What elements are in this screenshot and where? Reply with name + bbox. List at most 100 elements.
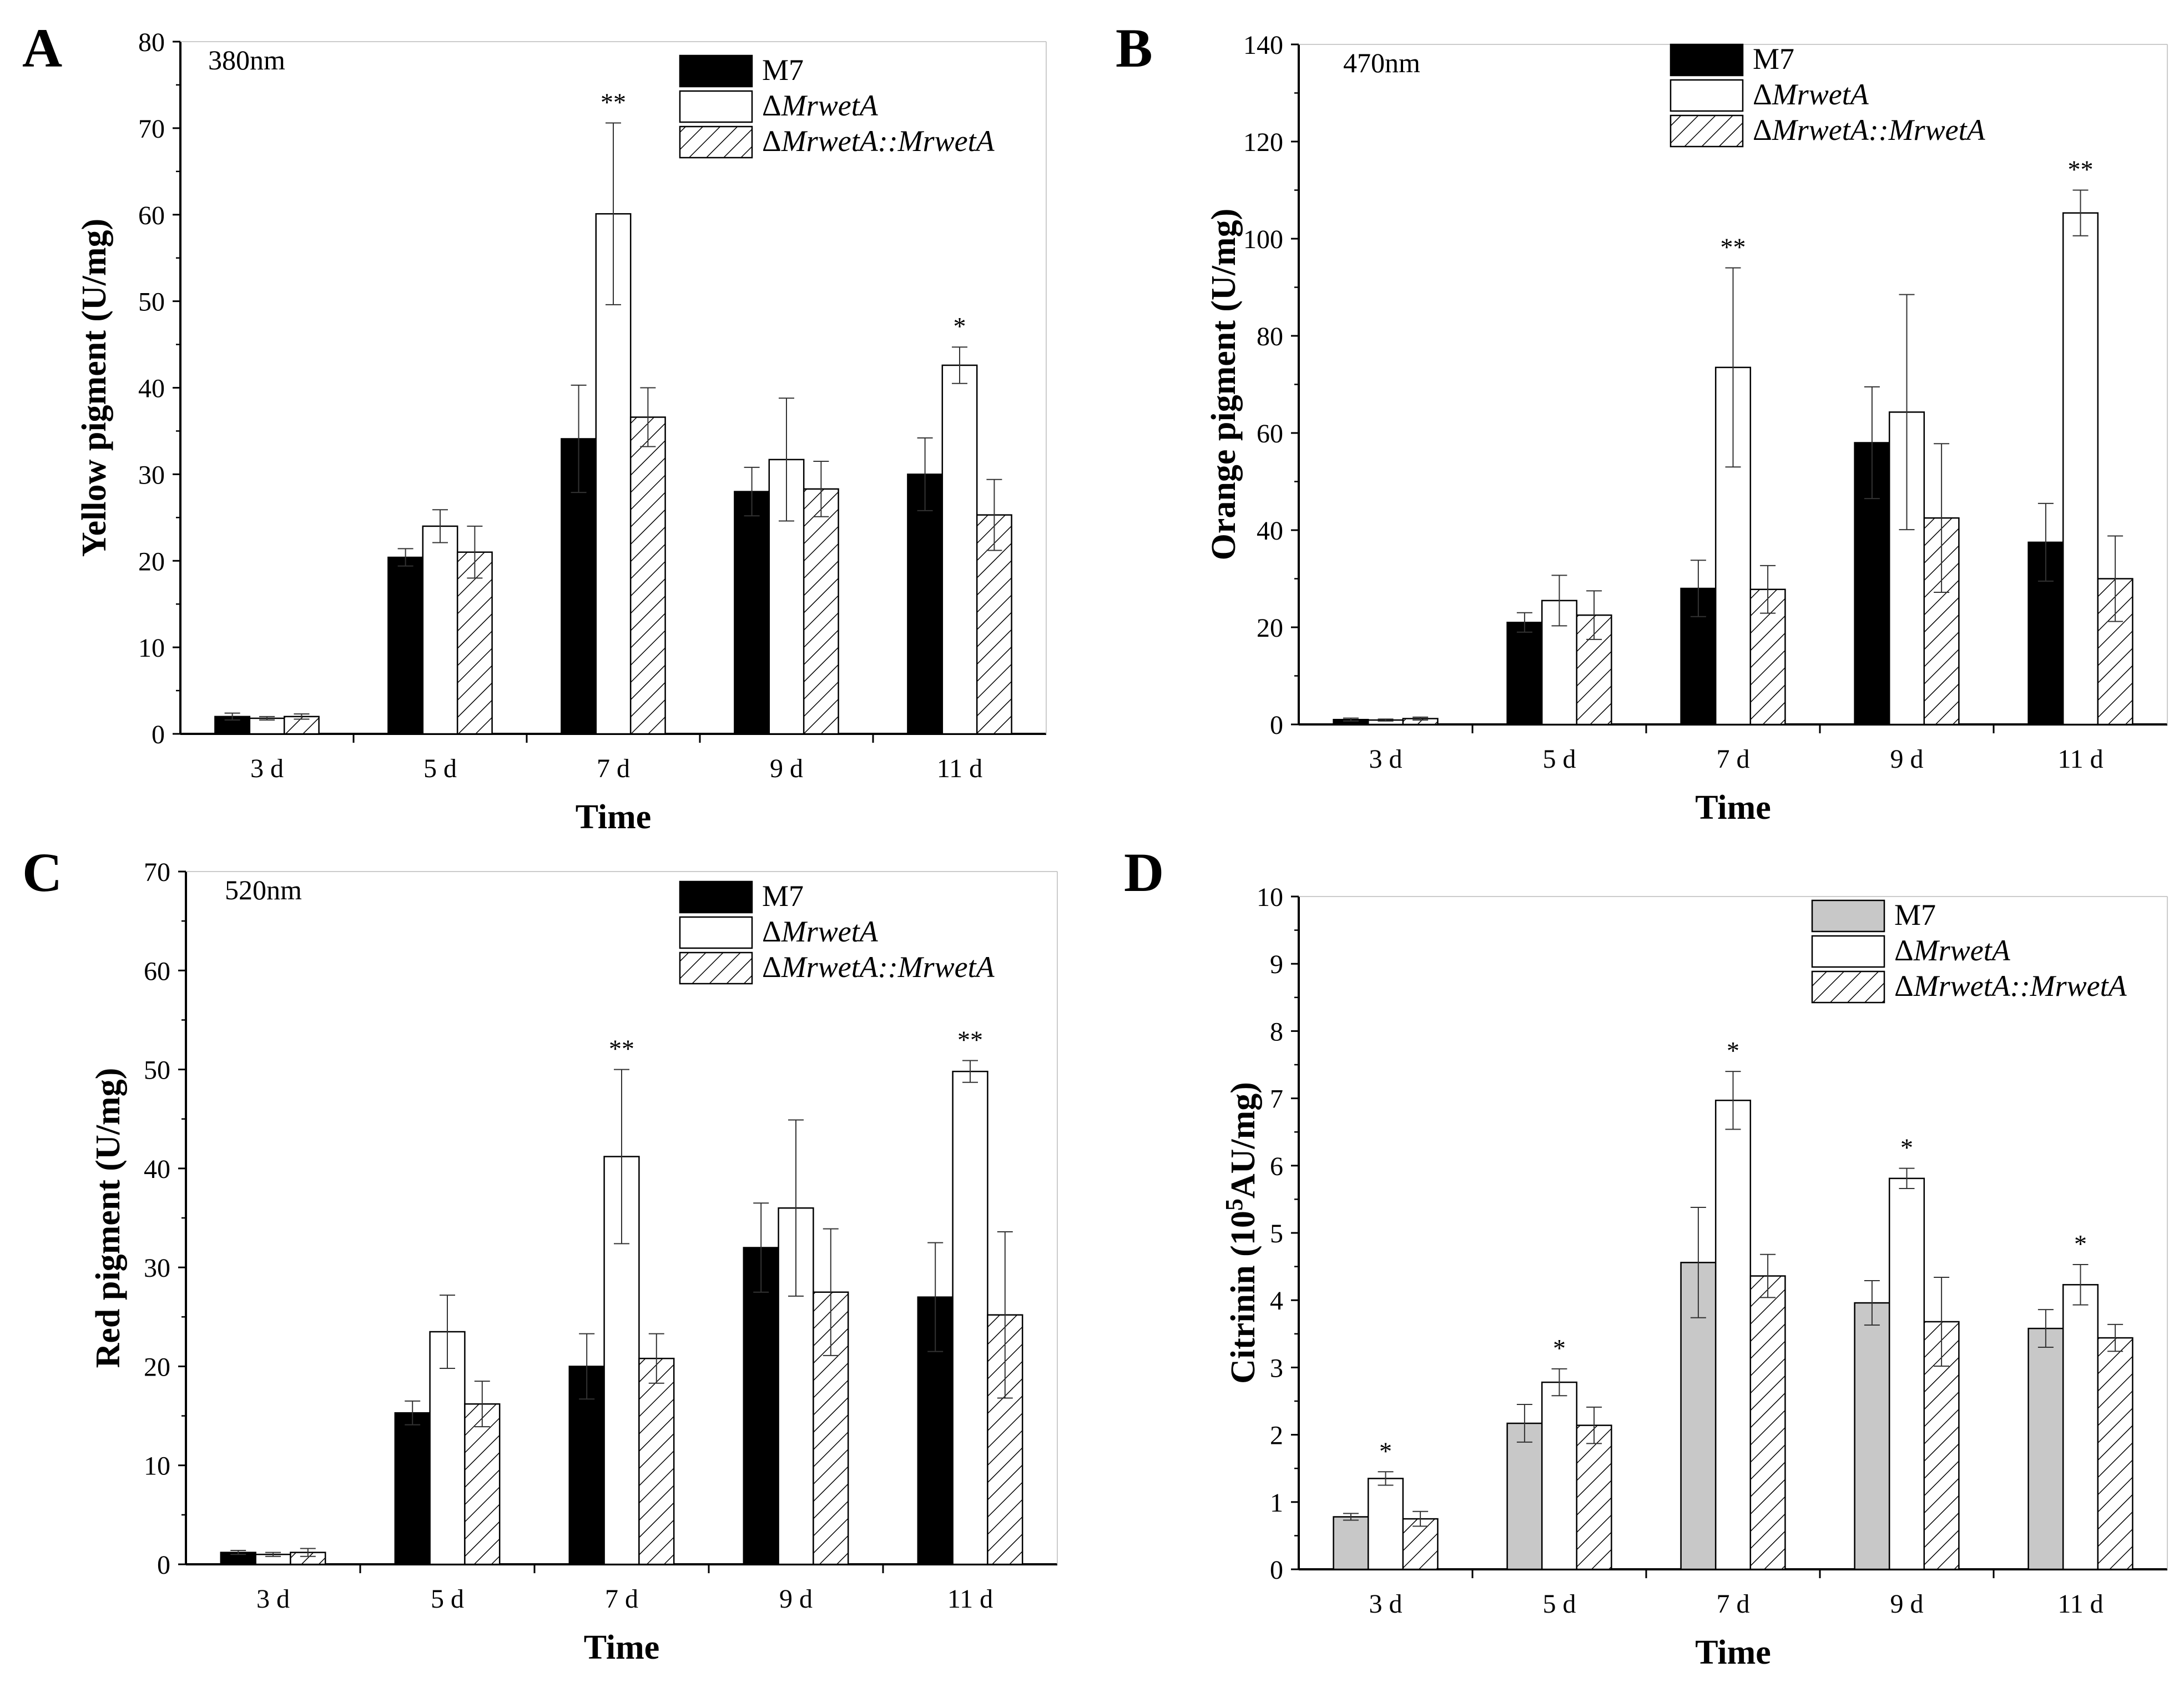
bar: [1541, 1381, 1578, 1570]
x-tick-label: 11 d: [947, 1584, 993, 1614]
bar: [1506, 1422, 1543, 1570]
bar: [1714, 1099, 1752, 1570]
y-tick-label: 60: [1257, 419, 1283, 449]
y-tick-label: 10: [138, 633, 165, 663]
bar: [2062, 212, 2099, 726]
legend-swatch: [1811, 935, 1885, 968]
y-tick-label: 80: [1257, 322, 1283, 351]
y-tick-label: 20: [1257, 613, 1283, 643]
bar: [1576, 1424, 1612, 1570]
y-tick-label: 4: [1270, 1286, 1283, 1316]
y-tick-label: 0: [157, 1550, 170, 1580]
y-tick-label: 7: [1270, 1085, 1283, 1114]
bar: [394, 1412, 431, 1565]
x-tick-label: 5 d: [1543, 1589, 1576, 1619]
panel-b: B 0 20 40 60 80 100 120 140 Orange pigment (U/mg)…: [1116, 17, 2168, 827]
legend-swatch: [679, 125, 753, 159]
legend-swatch: [1811, 899, 1885, 933]
panel-a: A 0 10 20 30 40 50 60 70 80 Yellow pigment (U/mg) T…: [22, 17, 1047, 836]
x-tick-label: 5 d: [423, 754, 457, 783]
bar: [1333, 1516, 1369, 1570]
x-tick-label: 11 d: [937, 754, 982, 783]
bar: [464, 1403, 501, 1565]
bar: [629, 416, 666, 735]
x-axis-title: Time: [584, 1629, 660, 1666]
y-tick-label: 40: [1257, 516, 1283, 546]
bar: [1854, 1302, 1890, 1570]
y-tick-label: 10: [1257, 883, 1283, 912]
x-axis-title: Time: [576, 798, 652, 836]
significance-marker: *: [954, 312, 966, 340]
y-tick-label: 9: [1270, 950, 1283, 979]
legend-label: ΔMrwetA: [1753, 78, 1869, 111]
y-tick-label: 2: [1270, 1421, 1283, 1451]
legend-swatch: [679, 951, 753, 985]
y-tick-label: 140: [1243, 31, 1283, 60]
legend-swatch: [1669, 43, 1744, 77]
y-tick-label: 70: [138, 114, 165, 144]
bar: [638, 1357, 675, 1565]
bar: [1506, 622, 1543, 726]
x-axis-title: Time: [1695, 789, 1771, 827]
y-tick-label: 10: [144, 1452, 170, 1481]
y-tick-label: 0: [1270, 1555, 1283, 1585]
x-tick-label: 3 d: [1369, 1589, 1403, 1619]
bar: [1367, 1478, 1404, 1570]
legend-swatch: [679, 916, 753, 949]
legend-label: ΔMrwetA::MrwetA: [1894, 969, 2127, 1003]
significance-marker: *: [1379, 1437, 1392, 1465]
panel-letter: A: [22, 17, 62, 79]
y-tick-label: 0: [1270, 711, 1283, 740]
y-tick-label: 40: [138, 374, 165, 404]
legend-label: ΔMrwetA: [762, 89, 879, 122]
y-tick-label: 6: [1270, 1152, 1283, 1181]
bar: [387, 556, 424, 735]
wavelength-annotation: 380nm: [208, 44, 285, 75]
bar: [2097, 1337, 2133, 1570]
bar: [2027, 1327, 2064, 1570]
x-tick-label: 7 d: [1717, 744, 1750, 774]
x-tick-label: 9 d: [1890, 744, 1924, 774]
significance-marker: **: [1721, 233, 1746, 261]
y-axis-title: Citrinin (105AU/mg): [1220, 1082, 1262, 1384]
bar: [422, 525, 458, 735]
bar: [907, 474, 944, 735]
y-tick-label: 30: [144, 1253, 170, 1283]
legend-swatch: [1669, 79, 1744, 112]
x-tick-label: 9 d: [770, 754, 803, 783]
x-tick-label: 7 d: [597, 754, 630, 783]
panel-letter: C: [22, 842, 62, 903]
panel-letter: D: [1124, 842, 1164, 903]
legend-label: ΔMrwetA: [1894, 934, 2011, 967]
legend-label: M7: [762, 879, 804, 913]
legend-label: M7: [1753, 42, 1794, 75]
legend-swatch: [679, 880, 753, 914]
y-tick-label: 60: [138, 201, 165, 230]
significance-marker: *: [1900, 1134, 1913, 1162]
x-tick-label: 7 d: [605, 1584, 638, 1614]
x-tick-label: 9 d: [779, 1584, 813, 1614]
bar: [952, 1070, 988, 1565]
panel-letter: B: [1116, 17, 1153, 79]
y-tick-label: 40: [144, 1155, 170, 1184]
x-tick-label: 3 d: [256, 1584, 290, 1614]
legend-swatch: [679, 54, 753, 88]
legend-label: M7: [762, 53, 804, 87]
y-tick-label: 0: [152, 720, 165, 749]
y-tick-label: 60: [144, 956, 170, 986]
bar: [249, 717, 285, 735]
x-tick-label: 5 d: [1543, 744, 1576, 774]
legend-label: ΔMrwetA::MrwetA: [762, 124, 995, 158]
legend-swatch: [1811, 970, 1885, 1004]
bar: [803, 488, 839, 735]
y-tick-label: 120: [1243, 128, 1283, 157]
x-tick-label: 9 d: [1890, 1589, 1924, 1619]
x-tick-label: 3 d: [1369, 744, 1403, 774]
y-tick-label: 8: [1270, 1017, 1283, 1046]
bar: [976, 514, 1012, 735]
significance-marker: **: [601, 88, 626, 117]
panel-c: C 0 10 20 30 40 50 60 70 Red pigment (U/mg) Time 3 …: [22, 842, 1058, 1666]
significance-marker: **: [609, 1035, 634, 1063]
bar: [743, 1247, 779, 1565]
